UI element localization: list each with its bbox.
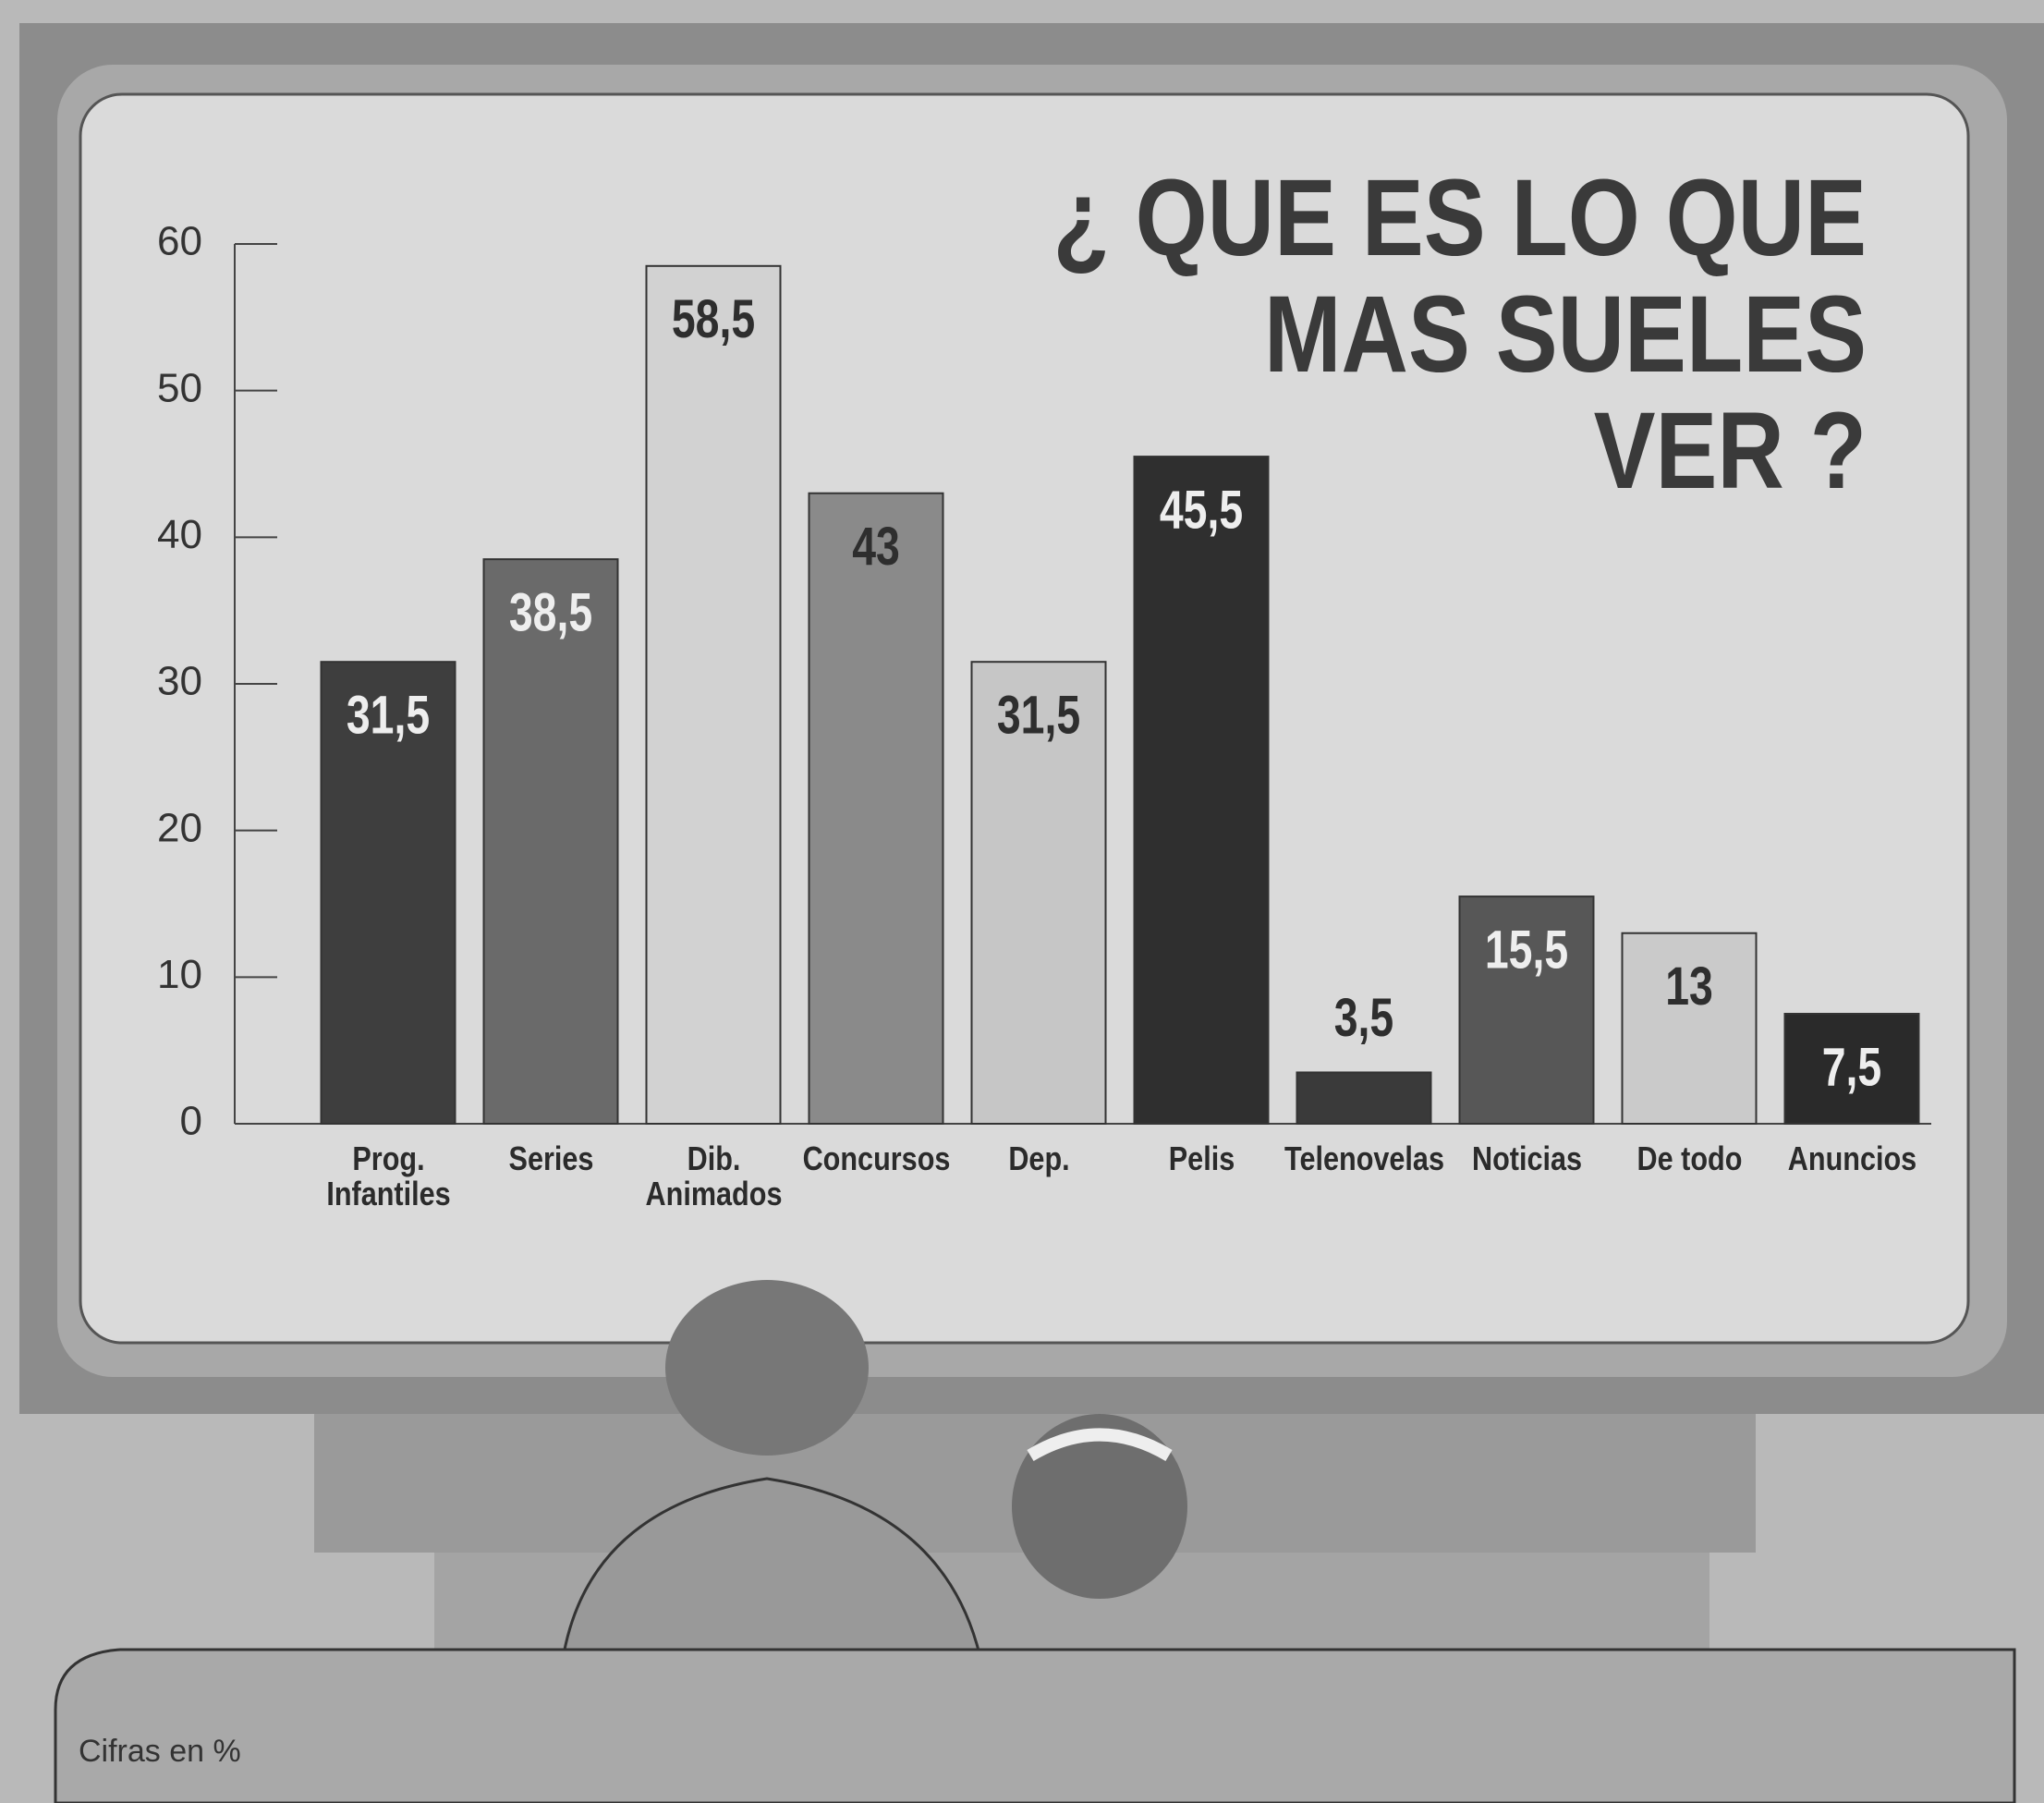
x-tick-label: Concursos [787, 1141, 964, 1176]
value-label: 43 [852, 517, 900, 577]
value-label: 15,5 [1485, 920, 1568, 980]
value-label: 13 [1665, 956, 1713, 1017]
value-label: 58,5 [672, 289, 755, 349]
y-tick-label: 0 [180, 1099, 202, 1144]
page: Cifras en % ¿ QUE ES LO QUEMAS SUELESVER… [0, 0, 2044, 1803]
x-tick-label: Anuncios [1763, 1141, 1940, 1176]
bar [1135, 457, 1269, 1124]
x-tick-label: Series [462, 1141, 639, 1176]
x-tick-label: Telenovelas [1275, 1141, 1452, 1176]
x-tick-label: De todo [1600, 1141, 1777, 1176]
footnote: Cifras en % [79, 1734, 241, 1769]
head-child [1012, 1414, 1187, 1599]
chart-title: ¿ QUE ES LO QUE [1053, 158, 1867, 279]
head-adult [665, 1280, 869, 1456]
value-label: 7,5 [1822, 1037, 1882, 1097]
bar [484, 559, 618, 1124]
y-tick-label: 20 [157, 805, 202, 850]
y-tick-label: 10 [157, 952, 202, 997]
value-label: 3,5 [1334, 988, 1394, 1048]
y-tick-label: 40 [157, 512, 202, 557]
value-label: 45,5 [1160, 480, 1243, 540]
bar [647, 266, 781, 1124]
value-label: 38,5 [509, 583, 592, 643]
x-tick-label: Dep. [950, 1141, 1126, 1176]
chart-title: VER ? [1594, 391, 1867, 512]
value-label: 31,5 [997, 686, 1080, 746]
sofa [55, 1650, 2014, 1803]
bar [1297, 1072, 1431, 1124]
chart-title: MAS SUELES [1264, 274, 1867, 396]
chart: Cifras en % ¿ QUE ES LO QUEMAS SUELESVER… [0, 0, 2044, 1803]
y-tick-label: 30 [157, 659, 202, 704]
y-tick-label: 60 [157, 219, 202, 264]
x-tick-label: Prog. Infantiles [299, 1141, 476, 1212]
bar [809, 493, 943, 1124]
x-tick-label: Noticias [1438, 1141, 1614, 1176]
y-tick-label: 50 [157, 365, 202, 410]
x-tick-label: Dib. Animados [625, 1141, 801, 1212]
x-tick-label: Pelis [1113, 1141, 1289, 1176]
value-label: 31,5 [347, 686, 430, 746]
